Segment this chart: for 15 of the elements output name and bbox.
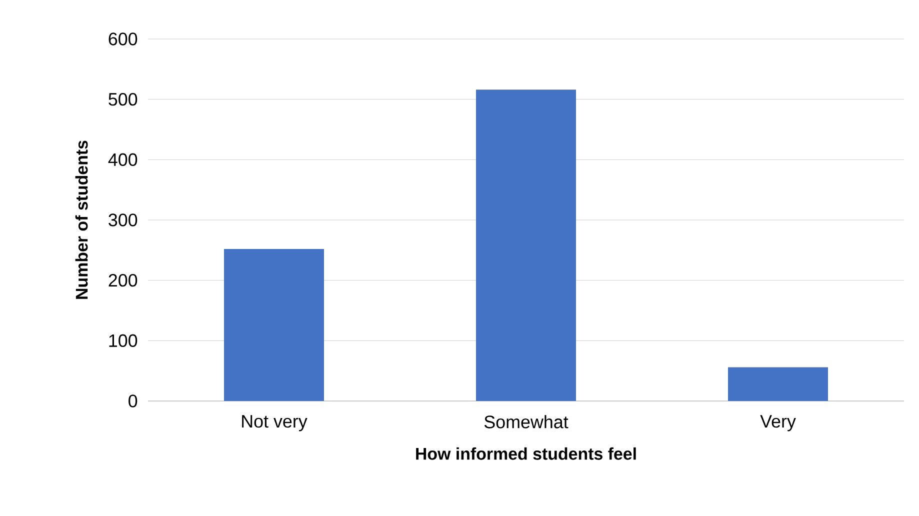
y-tick-label: 600 (108, 32, 138, 46)
y-tick-label: 0 (128, 394, 138, 408)
y-tick-label: 300 (108, 214, 138, 226)
y-tick-label: 100 (109, 334, 138, 348)
x-tick-label: Somewhat (484, 415, 568, 428)
y-tick-label: 500 (108, 92, 138, 106)
x-tick-label: Not very (242, 415, 308, 432)
bar (476, 90, 576, 401)
x-axis-title: How informed students feel (416, 447, 636, 460)
y-tick-label: 400 (108, 153, 138, 166)
bar (224, 248, 324, 401)
y-tick-label: 200 (108, 274, 138, 287)
x-tick-label: Very (760, 415, 796, 432)
y-axis-title: Number of students (75, 140, 88, 299)
bar (728, 367, 828, 401)
